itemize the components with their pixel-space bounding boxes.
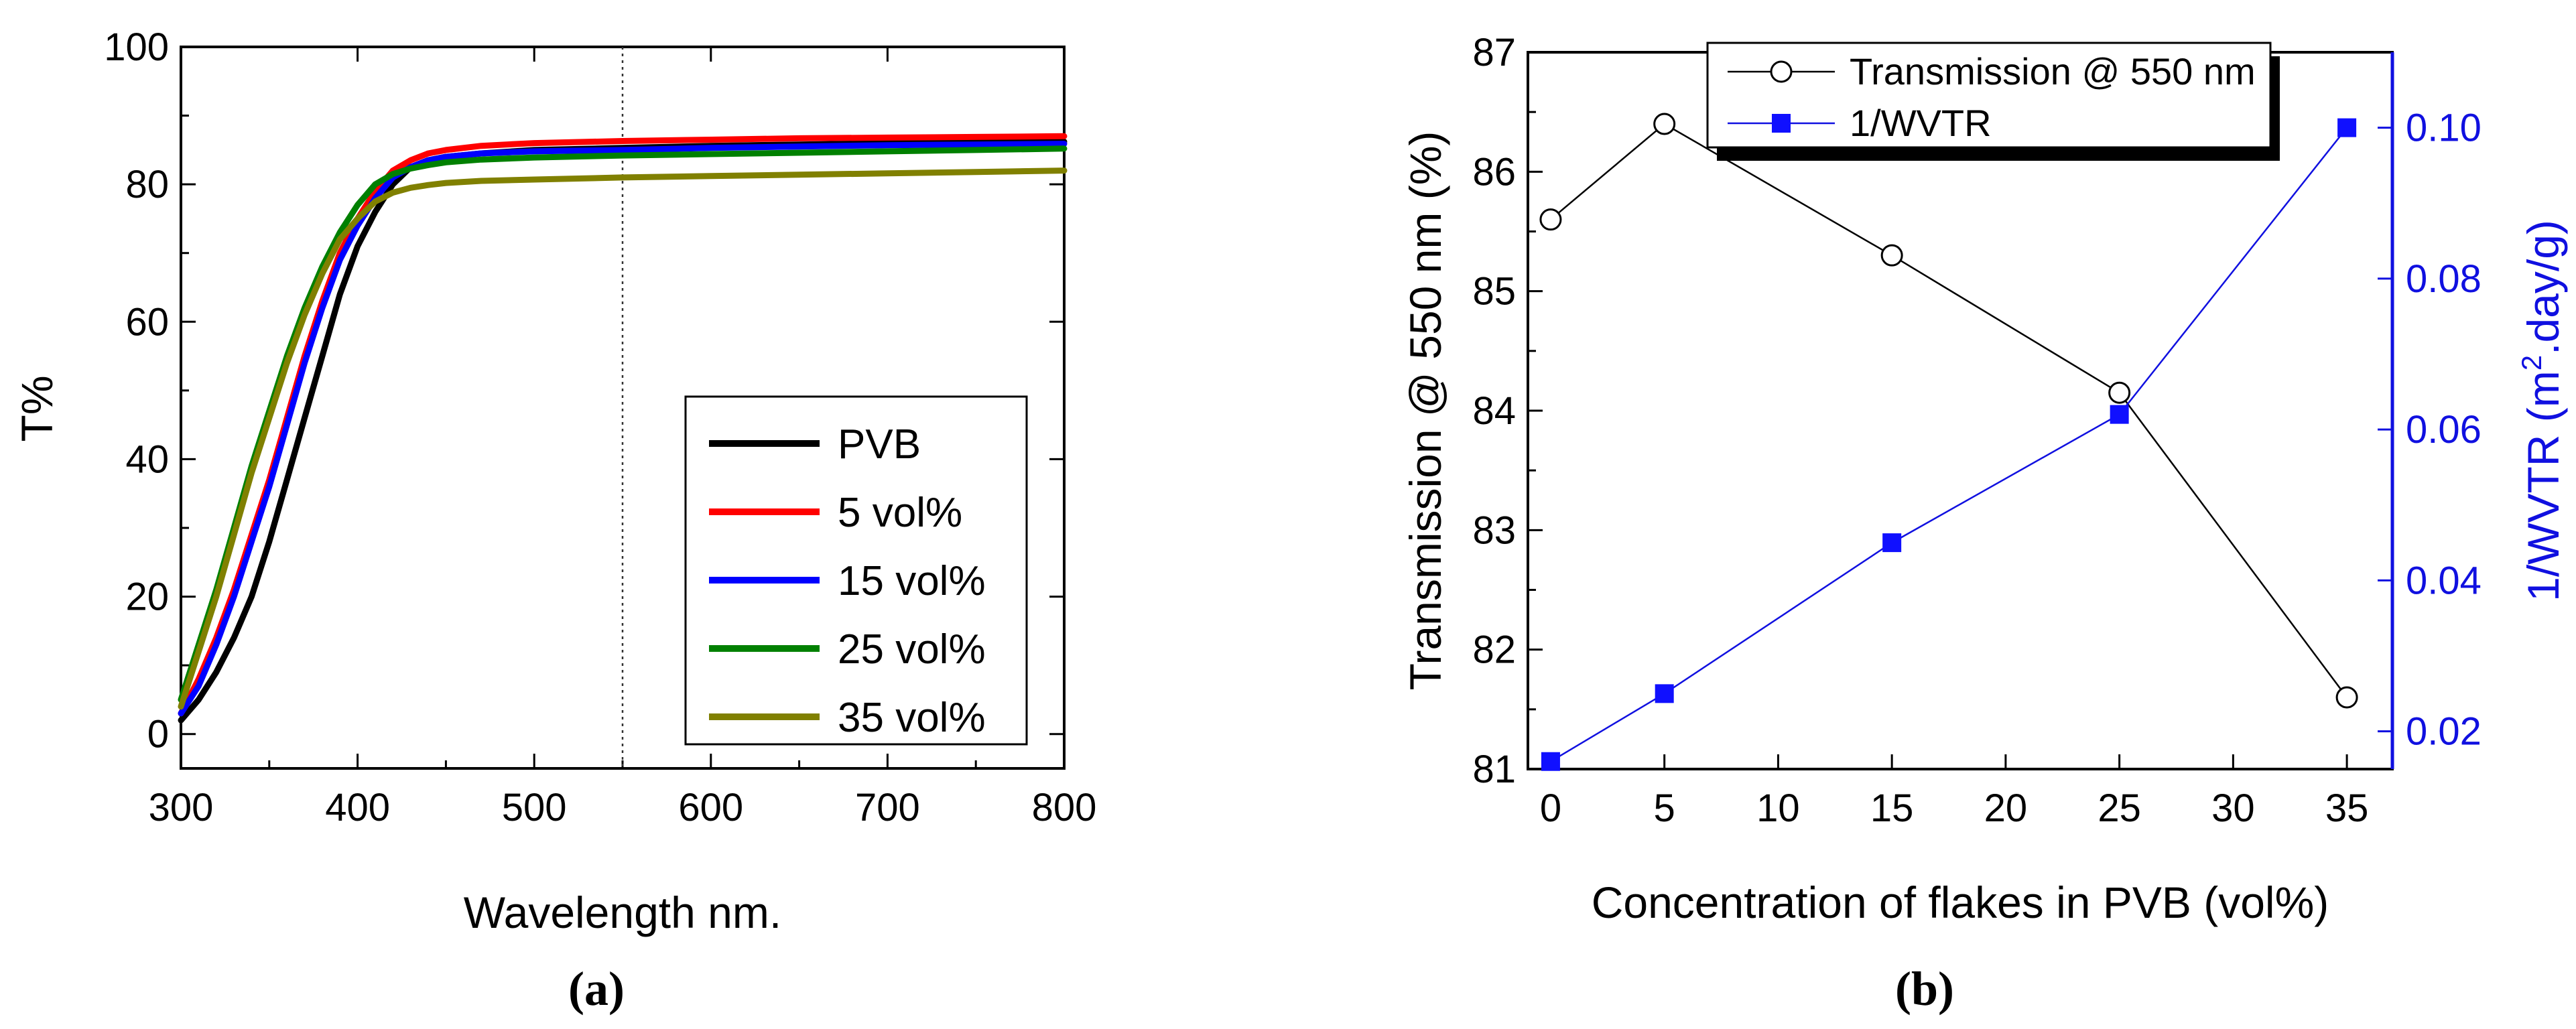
transmission-point <box>1653 113 1676 135</box>
legend-label-a: 35 vol% <box>838 695 986 741</box>
x-tick-label-b: 15 <box>1870 786 1914 830</box>
y-tick-label-a: 40 <box>125 437 169 481</box>
legend-label-a: 5 vol% <box>838 490 962 536</box>
y-tick-labels-right-b: 0.02 0.04 0.06 0.08 0.10 <box>2406 107 2482 754</box>
x-tick-label-a: 800 <box>1032 786 1097 829</box>
caption-b: (b) <box>1895 962 1954 1016</box>
x-tick-label-b: 20 <box>1984 786 2028 830</box>
y-tick-label-left-b: 86 <box>1472 150 1516 194</box>
y-tick-label-right-b: 0.04 <box>2406 559 2482 602</box>
legend-b: Transmission @ 550 nm 1/WVTR <box>1706 42 2280 161</box>
y-tick-label-left-b: 82 <box>1472 628 1516 672</box>
y-axis-label-left-b: Transmission @ 550 nm (%) <box>1401 131 1450 691</box>
legend-label-wvtr: 1/WVTR <box>1850 102 1992 144</box>
x-tick-label-b: 10 <box>1756 786 1800 830</box>
y-tick-label-left-b: 84 <box>1472 389 1516 433</box>
series-line-transmission <box>1550 123 2348 698</box>
y-tick-label-a: 0 <box>147 713 169 756</box>
y-tick-label-a: 100 <box>104 25 169 69</box>
x-tick-label-a: 400 <box>325 786 390 829</box>
series-line-wvtr <box>1550 127 2348 762</box>
right-label-part-2: .day/g) <box>2518 220 2568 355</box>
x-tick-label-b: 25 <box>2098 786 2141 830</box>
transmission-point <box>1880 244 1903 267</box>
wvtr-point <box>1541 752 1560 771</box>
series-line-5 <box>178 167 1068 710</box>
legend-label-transmission: Transmission @ 550 nm <box>1850 50 2256 92</box>
legend-box-a <box>684 395 1028 746</box>
x-tick-label-b: 0 <box>1540 786 1561 830</box>
legend-label-a: 25 vol% <box>838 626 986 673</box>
y-tick-labels-left-b: 81 82 83 84 85 86 87 <box>1472 31 1516 791</box>
wvtr-point <box>1655 684 1674 703</box>
y-tick-label-right-b: 0.10 <box>2406 107 2482 150</box>
y-axis-label-a: T% <box>12 376 62 442</box>
wvtr-point <box>1882 533 1902 553</box>
x-axis-label-b: Concentration of flakes in PVB (vol%) <box>1592 878 2329 927</box>
legend-label-a: 15 vol% <box>838 558 986 604</box>
legend-marker-transmission <box>1770 60 1793 83</box>
x-tick-label-a: 700 <box>855 786 920 829</box>
x-tick-label-a: 500 <box>502 786 567 829</box>
caption-a: (a) <box>568 962 625 1016</box>
y-tick-label-left-b: 87 <box>1472 31 1516 74</box>
transmission-point <box>2335 686 2358 709</box>
x-tick-label-a: 600 <box>678 786 743 829</box>
panel-a: 300 400 500 600 700 800 0 20 40 60 80 100 Waveleng… <box>12 25 1096 1016</box>
y-axis-label-right-b: 1/WVTR (m2.day/g) <box>2516 220 2568 602</box>
transmission-point <box>1539 208 1562 231</box>
series-line-3 <box>178 141 1068 717</box>
y-tick-label-a: 80 <box>125 163 169 206</box>
x-axis-label-a: Wavelength nm. <box>464 888 781 937</box>
right-label-part-1: 1/WVTR (m <box>2518 370 2568 602</box>
y-tick-label-right-b: 0.02 <box>2406 710 2482 754</box>
right-label-superscript: 2 <box>2516 355 2547 370</box>
wvtr-point <box>2337 118 2357 137</box>
x-tick-label-b: 5 <box>1654 786 1675 830</box>
x-tick-labels-b: 0 5 10 15 20 25 30 35 <box>1540 786 2369 830</box>
y-tick-label-a: 20 <box>125 575 169 619</box>
series-group-a <box>178 133 1068 724</box>
axis-ticks-b <box>1528 51 2392 770</box>
legend-box-b <box>1706 42 2272 149</box>
legend-label-a: PVB <box>838 421 921 468</box>
series-group-b <box>1539 113 2358 771</box>
y-tick-label-left-b: 83 <box>1472 508 1516 552</box>
x-tick-labels-a: 300 400 500 600 700 800 <box>149 786 1097 829</box>
y-tick-labels-a: 0 20 40 60 80 100 <box>104 25 169 756</box>
y-tick-label-right-b: 0.08 <box>2406 257 2482 301</box>
x-tick-label-b: 35 <box>2325 786 2369 830</box>
y-tick-label-a: 60 <box>125 300 169 344</box>
y-tick-label-left-b: 81 <box>1472 748 1516 791</box>
y-tick-label-left-b: 85 <box>1472 270 1516 314</box>
legend-a: PVB 5 vol% 15 vol% 25 vol% 35 vol% <box>684 395 1028 746</box>
legend-marker-wvtr <box>1772 114 1791 133</box>
x-tick-label-b: 30 <box>2211 786 2255 830</box>
x-tick-label-a: 300 <box>149 786 214 829</box>
y-tick-label-right-b: 0.06 <box>2406 408 2482 452</box>
wvtr-point <box>2110 405 2129 424</box>
axis-ticks-a <box>180 46 1066 768</box>
transmission-point <box>2108 381 2131 404</box>
